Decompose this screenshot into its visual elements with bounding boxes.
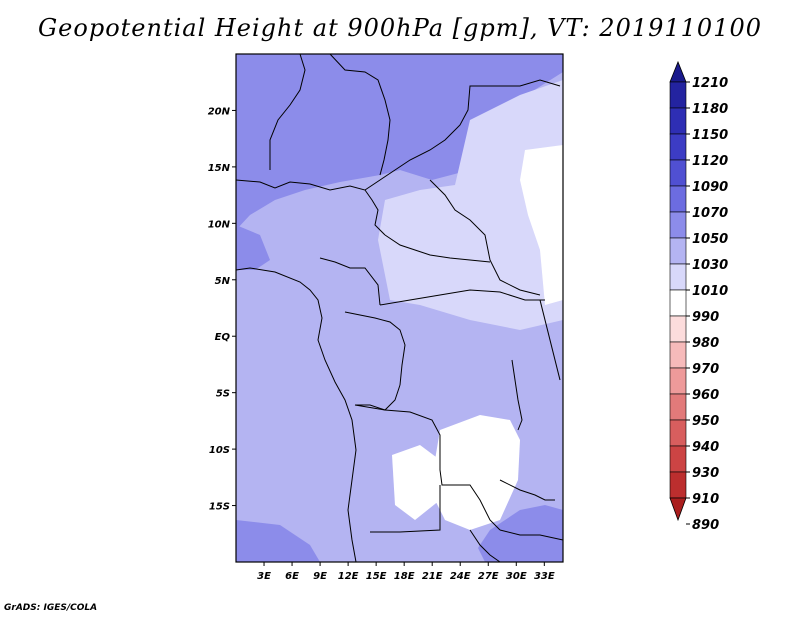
x-tick-label: 12E (338, 571, 359, 582)
x-tick-label: 15E (366, 571, 387, 582)
colorbar-label: 1030 (692, 258, 728, 273)
lake-tanganyika (511, 359, 523, 431)
x-tick-label: 33E (534, 571, 555, 582)
colorbar: 1210 1180 1150 1120 1090 1070 1050 1030 1010 990 9… (669, 60, 728, 533)
border-7 (319, 257, 381, 306)
colorbar-swatch (669, 237, 687, 265)
colorbar-label: 940 (692, 440, 719, 455)
border-16 (469, 529, 501, 563)
map-frame (235, 53, 564, 563)
colorbar-swatch (669, 367, 687, 395)
colorbar-label: 1180 (692, 102, 728, 117)
coastline (235, 267, 357, 563)
colorbar-swatch (669, 419, 687, 447)
colorbar-swatch (669, 341, 687, 369)
y-tick-label: 15N (208, 163, 231, 174)
y-tick-label: EQ (215, 332, 231, 343)
colorbar-label: 990 (692, 310, 719, 325)
colorbar-label: 980 (692, 336, 719, 351)
y-tick-label: 15S (209, 502, 230, 513)
colorbar-swatch (669, 107, 687, 135)
field-southwest-990 (392, 445, 440, 520)
colorbar-label: 970 (692, 362, 719, 377)
colorbar-label: 950 (692, 414, 719, 429)
field-northeast-1010 (378, 80, 563, 330)
geopotential-field (236, 54, 563, 562)
colorbar-swatch (669, 263, 687, 291)
colorbar-label: 890 (692, 518, 719, 533)
colorbar-label: 930 (692, 466, 719, 481)
colorbar-bottom-arrow (669, 497, 687, 522)
field-central-990 (430, 415, 520, 530)
colorbar-label: 1150 (692, 128, 728, 143)
colorbar-swatch (669, 289, 687, 317)
border-4 (329, 53, 391, 176)
colorbar-swatch (669, 133, 687, 161)
x-tick-label: 18E (394, 571, 415, 582)
colorbar-label: 1090 (692, 180, 728, 195)
colorbar-label: 1070 (692, 206, 728, 221)
colorbar-label: 1010 (692, 284, 728, 299)
country-borders (235, 53, 564, 563)
colorbar-label: 910 (692, 492, 719, 507)
x-tick-label: 24E (450, 571, 471, 582)
border-6 (384, 234, 491, 263)
y-tick-label: 10N (208, 219, 231, 230)
border-2 (364, 79, 561, 191)
border-14 (539, 299, 561, 381)
colorbar-top-arrow (669, 60, 687, 83)
border-5 (429, 179, 541, 296)
colorbar-swatch (669, 211, 687, 239)
colorbar-swatch (669, 315, 687, 343)
x-tick-label: 21E (422, 571, 443, 582)
grads-credit: GrADS: IGES/COLA (4, 603, 98, 613)
colorbar-swatch (669, 159, 687, 187)
colorbar-label: 960 (692, 388, 719, 403)
y-axis: 20N 15N 10N 5N EQ 5S 10S 15S (208, 106, 236, 513)
chart-title: Geopotential Height at 900hPa [gpm], VT:… (38, 14, 762, 42)
x-tick-label: 3E (257, 571, 271, 582)
colorbar-label: 1210 (692, 76, 728, 91)
field-south-1050 (478, 505, 563, 562)
colorbar-label: 1050 (692, 232, 728, 247)
x-tick-label: 27E (478, 571, 499, 582)
colorbar-swatch (669, 81, 687, 109)
y-tick-label: 5N (215, 276, 231, 287)
border-9 (379, 289, 545, 306)
border-13 (499, 529, 564, 541)
y-tick-label: 20N (208, 106, 231, 117)
border-1 (235, 179, 386, 236)
border-11 (354, 404, 501, 531)
x-tick-label: 9E (313, 571, 327, 582)
border-8 (344, 311, 406, 386)
x-tick-label: 30E (506, 571, 527, 582)
colorbar-swatch (669, 185, 687, 213)
field-east-990 (520, 145, 563, 305)
field-westcoast-1050 (236, 225, 270, 270)
colorbar-label: 1120 (692, 154, 728, 169)
field-southwest-1050 (236, 520, 320, 562)
y-tick-label: 5S (216, 389, 230, 400)
y-tick-label: 10S (209, 445, 230, 456)
border-15 (499, 479, 555, 501)
border-12 (370, 485, 441, 533)
colorbar-swatch (669, 393, 687, 421)
border-3 (269, 53, 306, 170)
x-axis: 3E 6E 9E 12E 15E 18E 21E 24E 27E 30E 33E (257, 562, 555, 582)
colorbar-swatch (669, 471, 687, 499)
x-tick-label: 6E (285, 571, 299, 582)
colorbar-swatch (669, 445, 687, 473)
